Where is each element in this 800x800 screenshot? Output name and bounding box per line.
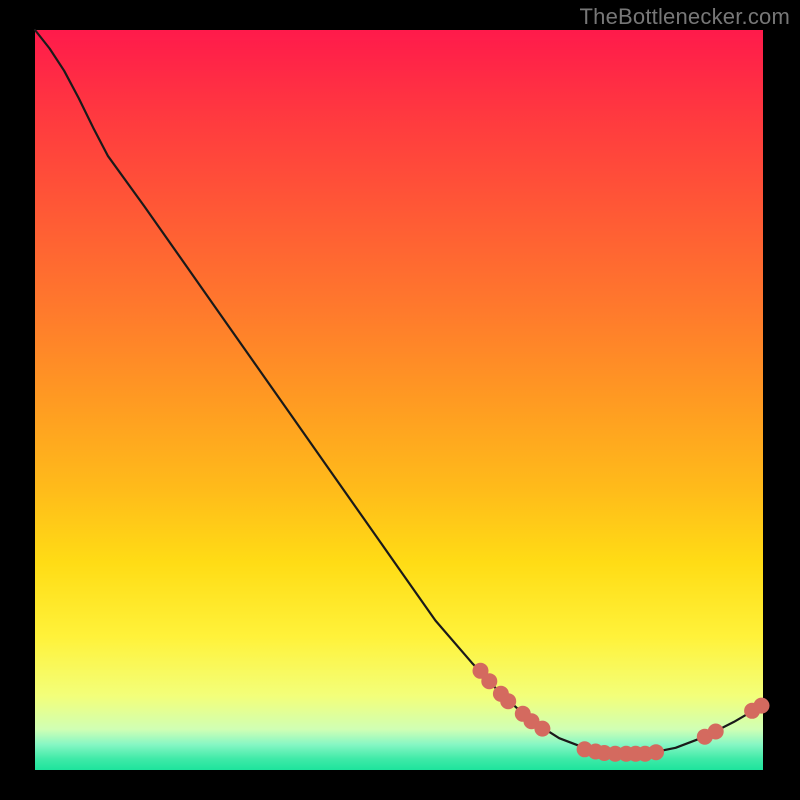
bottleneck-chart — [0, 0, 800, 800]
watermark-text: TheBottlenecker.com — [580, 4, 790, 30]
chart-container: TheBottlenecker.com — [0, 0, 800, 800]
